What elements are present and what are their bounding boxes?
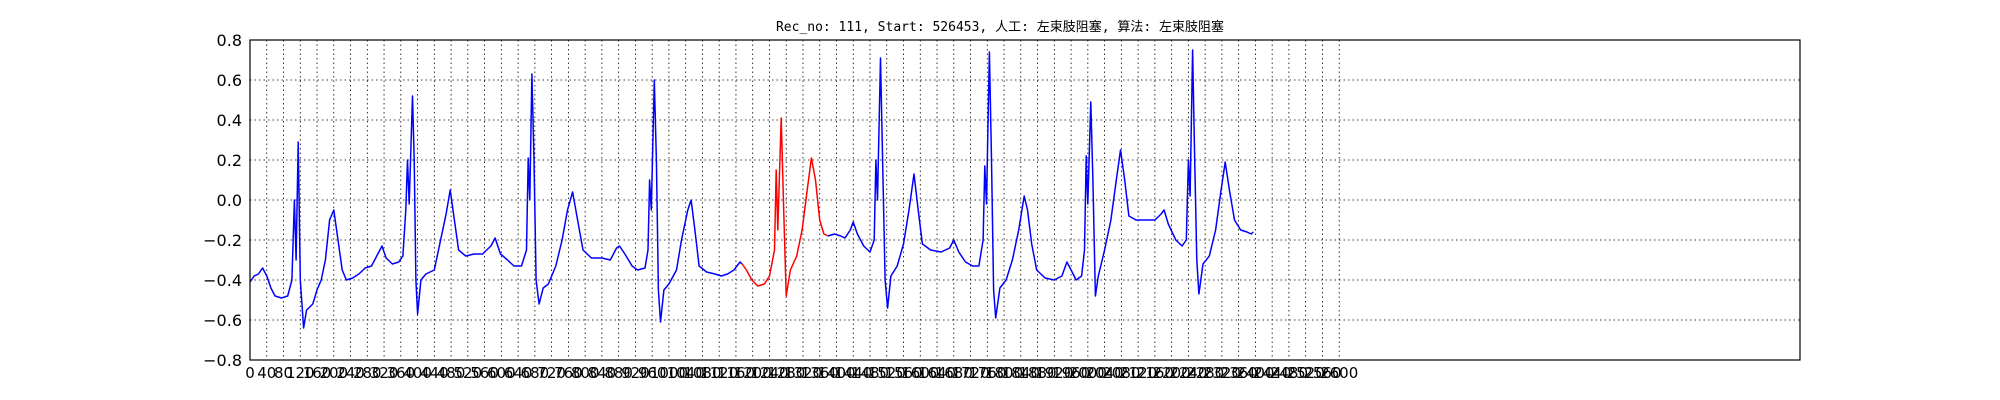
x-tick-label: 2480 [1270,364,1308,382]
x-tick-label: 480 [437,364,466,382]
x-tick-label: 600 [487,364,516,382]
x-tick-label: 1160 [717,364,755,382]
x-tick-label: 40 [257,364,276,382]
x-tick-label: 2360 [1220,364,1258,382]
chart-title: Rec_no: 111, Start: 526453, 人工: 左束肢阻塞, 算… [776,19,1224,35]
x-axis-ticks: 0 408012016020024028032036040044048052056… [245,364,1358,382]
x-tick-label: 1280 [767,364,805,382]
x-tick-label: 520 [454,364,483,382]
x-tick-label: 800 [571,364,600,382]
ecg-trace-segment-2 [741,117,829,297]
x-tick-label: 1000 [650,364,688,382]
x-tick-label: 1800 [985,364,1023,382]
x-tick-label: 2520 [1287,364,1325,382]
y-tick-label: 0.2 [217,151,242,170]
y-tick-label: 0.0 [217,191,242,210]
y-tick-label: 0.6 [217,71,242,90]
x-tick-label: 1480 [851,364,889,382]
x-tick-label: 2080 [1102,364,1140,382]
x-tick-label: 2120 [1119,364,1157,382]
x-tick-label: 1360 [801,364,839,382]
x-tick-label: 1520 [868,364,906,382]
x-tick-label: 440 [420,364,449,382]
x-tick-label: 560 [470,364,499,382]
x-tick-label: 2560 [1303,364,1341,382]
x-tick-label: 1320 [784,364,822,382]
x-tick-label: 200 [319,364,348,382]
x-tick-label: 760 [554,364,583,382]
x-tick-label: 1720 [951,364,989,382]
x-tick-label: 120 [286,364,315,382]
x-tick-label: 960 [638,364,667,382]
x-tick-label: 2400 [1236,364,1274,382]
ecg-trace-segment-3 [827,49,1254,319]
x-tick-label: 2200 [1153,364,1191,382]
x-tick-label: 240 [336,364,365,382]
y-tick-label: −0.2 [203,231,242,250]
x-tick-label: 1680 [935,364,973,382]
x-tick-label: 1560 [884,364,922,382]
x-tick-label: 2040 [1086,364,1124,382]
x-tick-label: 360 [386,364,415,382]
x-tick-label: 1120 [700,364,738,382]
plot-frame [249,39,1801,361]
x-tick-label: 80 [274,364,293,382]
x-tick-label: 1200 [734,364,772,382]
x-tick-label: 1960 [1052,364,1090,382]
x-tick-label: 680 [521,364,550,382]
x-tick-label: 1440 [834,364,872,382]
x-tick-label: 1640 [918,364,956,382]
x-tick-label: 1600 [901,364,939,382]
ecg-trace-segment-1 [249,73,743,329]
x-tick-label: 1240 [750,364,788,382]
y-axis-ticks: 0.8 0.6 0.4 0.2 0.0 −0.2 −0.4 −0.6 −0.8 [203,31,242,370]
x-tick-label: 2320 [1203,364,1241,382]
x-tick-label: 2600 [1320,364,1358,382]
x-tick-label: 640 [504,364,533,382]
x-tick-label: 880 [604,364,633,382]
x-tick-label: 1840 [1002,364,1040,382]
x-tick-label: 320 [370,364,399,382]
x-tick-label: 2440 [1253,364,1291,382]
x-tick-label: 720 [537,364,566,382]
x-tick-label: 0 [245,364,255,382]
x-tick-label: 1040 [667,364,705,382]
y-tick-label: −0.6 [203,311,242,330]
x-tick-label: 920 [621,364,650,382]
x-tick-label: 1920 [1035,364,1073,382]
x-tick-label: 400 [403,364,432,382]
y-tick-label: −0.8 [203,351,242,370]
x-tick-label: 1080 [683,364,721,382]
x-tick-label: 160 [303,364,332,382]
y-tick-label: −0.4 [203,271,242,290]
x-tick-label: 1880 [1018,364,1056,382]
x-tick-label: 280 [353,364,382,382]
ecg-traces [249,49,1254,329]
x-tick-label: 2240 [1169,364,1207,382]
y-tick-label: 0.8 [217,31,242,50]
x-tick-label: 840 [588,364,617,382]
x-tick-label: 1760 [968,364,1006,382]
x-tick-label: 1400 [817,364,855,382]
y-tick-label: 0.4 [217,111,242,130]
x-tick-label: 2280 [1186,364,1224,382]
x-tick-label: 2000 [1069,364,1107,382]
x-tick-label: 2160 [1136,364,1174,382]
